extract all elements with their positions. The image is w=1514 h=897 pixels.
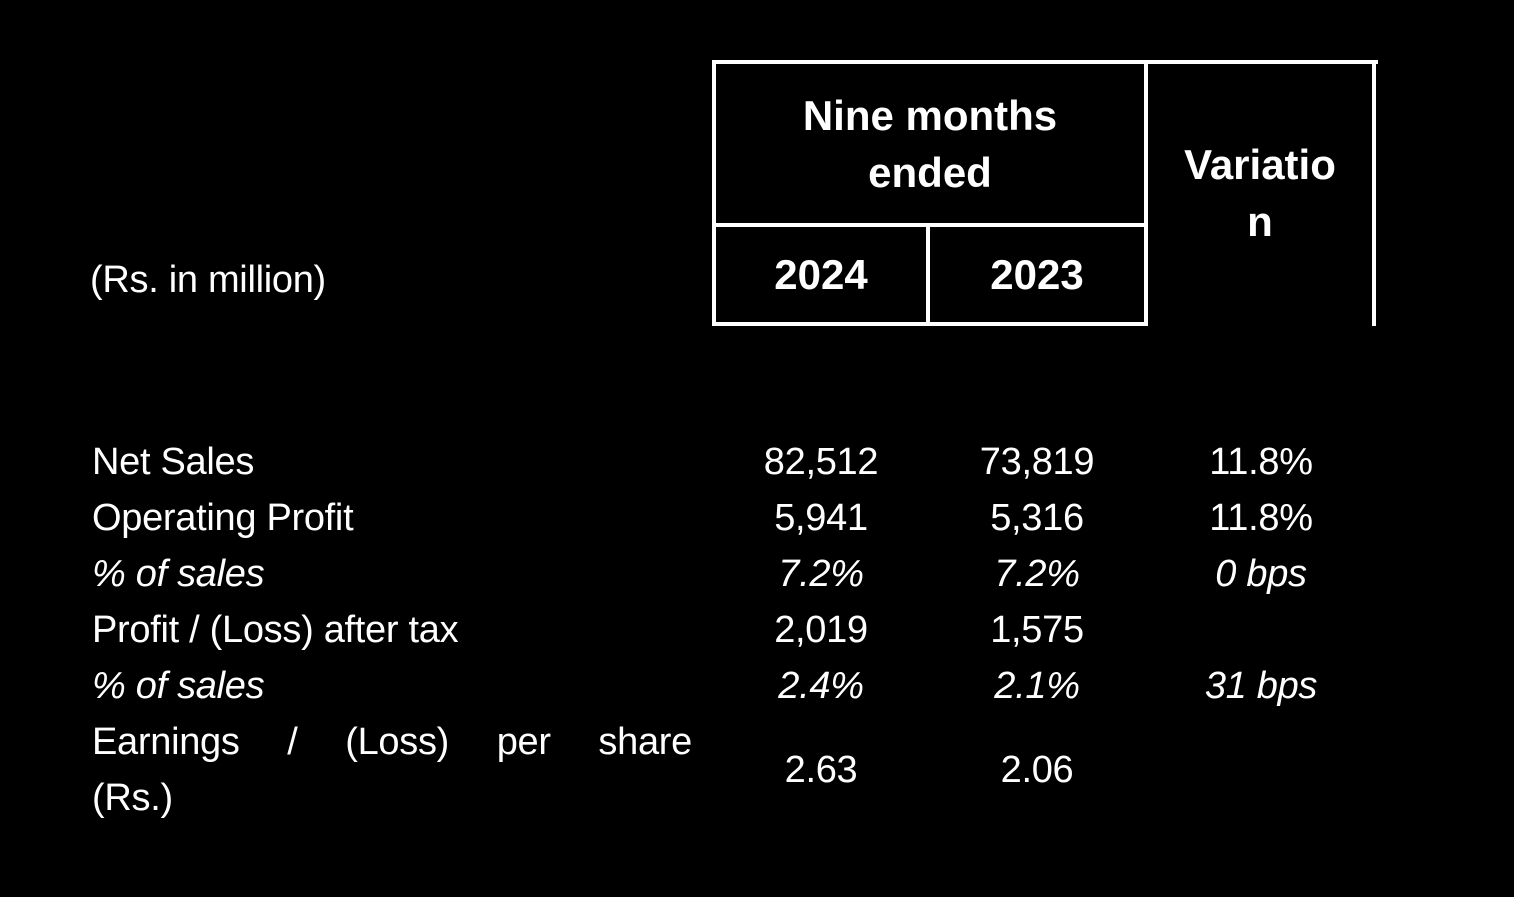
table-border-variation-divider: [1144, 60, 1148, 326]
results-table-body: Net Sales 82,512 73,819 11.8% Operating …: [92, 434, 1376, 826]
value-2024: 5,941: [774, 496, 868, 539]
row-label-line-2: (Rs.): [92, 777, 173, 819]
row-label: Profit / (Loss) after tax: [92, 608, 459, 651]
table-border-bottom: [712, 322, 1148, 326]
value-2024: 2,019: [774, 608, 868, 651]
header-period-group-label: Nine months ended: [802, 91, 1058, 196]
table-border-top: [712, 60, 1378, 64]
header-period-group: Nine months ended: [716, 64, 1144, 223]
row-label: % of sales: [92, 552, 265, 595]
value-2023: 2.1%: [994, 664, 1080, 707]
table-border-year-divider: [926, 223, 930, 326]
value-2023: 7.2%: [994, 552, 1080, 595]
value-2023: 5,316: [990, 496, 1084, 539]
row-label: % of sales: [92, 664, 265, 707]
value-2024: 7.2%: [778, 552, 864, 595]
row-label: Earnings / (Loss) per share (Rs.): [92, 714, 714, 826]
value-variation: 11.8%: [1209, 440, 1313, 483]
header-year-2023: 2023: [990, 251, 1084, 298]
unit-label: (Rs. in million): [90, 258, 326, 301]
table-border-left: [712, 60, 716, 326]
table-border-header-divider: [712, 223, 1148, 227]
value-variation: 31 bps: [1204, 664, 1318, 707]
header-year-2024: 2024: [774, 251, 868, 298]
value-2024: 2.63: [784, 748, 858, 791]
value-variation: 0 bps: [1215, 552, 1307, 595]
value-2024: 2.4%: [778, 664, 864, 707]
value-2024: 82,512: [763, 440, 879, 483]
row-label-line-1: Earnings / (Loss) per share: [92, 721, 692, 763]
value-variation: 11.8%: [1209, 496, 1313, 539]
header-variation: Variation: [1148, 64, 1372, 322]
value-2023: 73,819: [979, 440, 1095, 483]
value-2023: 2.06: [1000, 748, 1074, 791]
row-label: Net Sales: [92, 440, 255, 483]
row-label: Operating Profit: [92, 496, 354, 539]
header-variation-label: Variation: [1184, 141, 1336, 245]
value-2023: 1,575: [990, 608, 1084, 651]
table-border-right: [1372, 60, 1376, 326]
